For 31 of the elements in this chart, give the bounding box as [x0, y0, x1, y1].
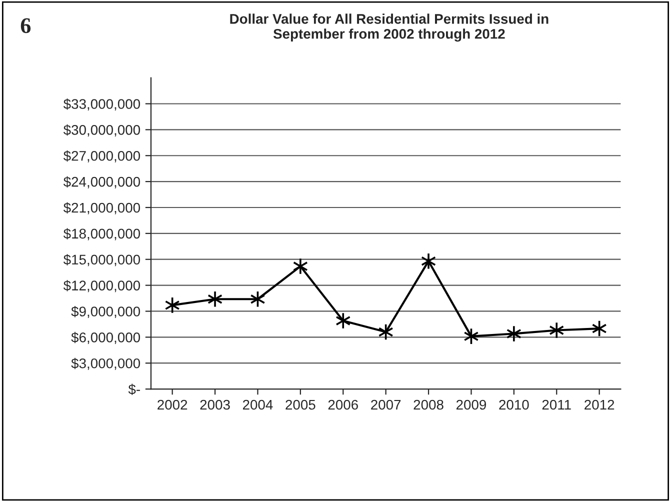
point [292, 258, 308, 275]
y-tick-label: $- [128, 384, 140, 396]
x-tick-label: 2008 [414, 400, 444, 410]
y-tick-label: $3,000,000 [71, 358, 140, 370]
point [208, 290, 223, 308]
x-tick-label: 2012 [584, 400, 614, 410]
x-tick-label: 2005 [286, 400, 316, 410]
y-tick-label: $9,000,000 [71, 306, 140, 318]
point [421, 252, 436, 270]
point [336, 312, 351, 330]
y-tick-label: $18,000,000 [63, 228, 140, 240]
x-tick-label: 2004 [242, 400, 273, 410]
point [549, 322, 564, 339]
chart-title: Dollar Value for All Residential Permits Issued in September from 2002 through 2012 [230, 14, 548, 42]
y-tick-label: $30,000,000 [63, 124, 140, 136]
x-tick-label: 2002 [158, 400, 188, 410]
x-tick-label: 2003 [200, 400, 230, 410]
x-tick-label: 2007 [371, 400, 401, 410]
y-tick-label: $12,000,000 [63, 280, 140, 292]
x-tick-label: 2010 [499, 400, 529, 410]
y-tick-label: $21,000,000 [63, 202, 140, 214]
y-tick-label: $27,000,000 [63, 150, 140, 162]
x-tick-label: 2011 [542, 400, 571, 410]
y-tick-label: $33,000,000 [63, 98, 140, 111]
x-tick-label: 2006 [328, 400, 358, 410]
y-tick-label: $6,000,000 [71, 332, 140, 344]
y-tick-label: $15,000,000 [63, 254, 140, 266]
y-tick-label: $24,000,000 [63, 176, 140, 188]
text: 6 [20, 18, 31, 34]
point [506, 325, 522, 342]
x-tick-label: 2009 [456, 400, 486, 410]
